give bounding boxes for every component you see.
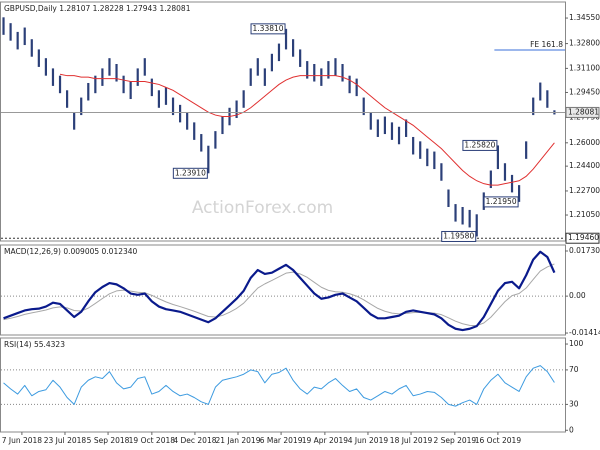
x-tick-label: 4 Jun 2019 xyxy=(348,436,389,445)
annotation-box xyxy=(250,23,286,35)
x-tick-label: 5 Sep 2018 xyxy=(87,436,130,445)
annotation-label: 1.23910 xyxy=(175,168,206,177)
annotation-label: 1.25820 xyxy=(464,140,495,149)
last-price-label: 1.28081 xyxy=(568,107,599,116)
annotation-box xyxy=(462,139,498,151)
x-tick-label: 18 Jul 2019 xyxy=(390,436,433,445)
x-tick-label: 23 Jul 2018 xyxy=(44,436,87,445)
y-tick-label: 70 xyxy=(569,365,579,374)
panel-frame xyxy=(0,337,566,433)
indicator-line xyxy=(3,250,556,332)
indicator-line xyxy=(3,365,555,407)
annotation-label: 1.33810 xyxy=(253,24,284,33)
x-tick-label: 7 Jun 2018 xyxy=(2,436,43,445)
x-tick-label: 4 Dec 2018 xyxy=(173,436,216,445)
chart-title: GBPUSD,Daily 1.28107 1.28228 1.27943 1.2… xyxy=(4,4,191,13)
y-tick-label: 100 xyxy=(569,339,584,348)
y-tick-label: 0.017302 xyxy=(569,246,600,255)
x-tick-label: 19 Oct 2018 xyxy=(129,436,176,445)
x-tick-label: 21 Jan 2019 xyxy=(216,436,261,445)
x-tick-label: 19 Apr 2019 xyxy=(302,436,349,445)
fe-label: FE 161.8 xyxy=(530,40,563,49)
annotation-box xyxy=(483,196,519,208)
y-tick-label: 1.24400 xyxy=(569,161,600,170)
panel-label: RSI(14) 55.4323 xyxy=(4,340,65,349)
indicator-line xyxy=(3,263,555,327)
x-tick-label: 2 Sep 2019 xyxy=(433,436,476,445)
x-tick-label: 16 Oct 2019 xyxy=(475,436,522,445)
y-tick-label: 0.00 xyxy=(569,291,586,300)
panel-frame xyxy=(0,1,566,242)
annotation-label: 1.19580 xyxy=(443,231,474,240)
panel-label: MACD(12,26,9) 0.009005 0.012340 xyxy=(4,247,138,256)
annotation-label: 1.21950 xyxy=(486,197,517,206)
y-tick-label: 1.31100 xyxy=(569,63,600,72)
watermark: ActionForex.com xyxy=(192,198,333,218)
low-line-label: 1.19460 xyxy=(568,233,599,242)
last-price-box xyxy=(565,106,600,118)
y-tick-label: 0 xyxy=(569,425,574,434)
annotation-box xyxy=(441,230,477,242)
low-line-box xyxy=(565,232,600,244)
y-tick-label: 1.26000 xyxy=(569,138,600,147)
panel-frame xyxy=(0,244,566,336)
y-tick-label: 1.34550 xyxy=(569,13,600,22)
y-tick-label: 1.32800 xyxy=(569,39,600,48)
y-tick-label: 1.21050 xyxy=(569,210,600,219)
moving-average xyxy=(59,73,555,186)
y-tick-label: 30 xyxy=(569,399,579,408)
annotation-box xyxy=(172,167,208,179)
x-tick-label: 6 Mar 2019 xyxy=(260,436,303,445)
y-tick-label: 1.22700 xyxy=(569,186,600,195)
y-tick-label: -0.014148 xyxy=(569,328,600,337)
y-tick-label: 1.29450 xyxy=(569,87,600,96)
